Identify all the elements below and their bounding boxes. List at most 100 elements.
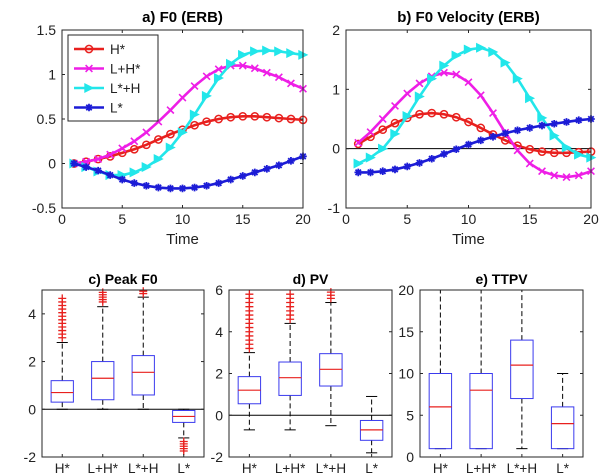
box-L*+H — [131, 287, 155, 410]
y-tick-label: 0 — [28, 401, 36, 417]
x-tick-label: L+H* — [466, 461, 497, 473]
data-point — [451, 50, 462, 61]
data-point — [549, 148, 559, 158]
plot-frame — [41, 289, 205, 458]
data-point — [366, 128, 375, 137]
data-point — [287, 157, 295, 165]
y-tick-label: 15 — [398, 324, 414, 340]
series-markers-L*+H — [353, 42, 597, 169]
data-point — [562, 173, 571, 182]
data-point — [275, 161, 283, 170]
y-tick-label: 20 — [398, 282, 414, 298]
box-iqr — [469, 373, 493, 450]
y-tick-label: 1 — [48, 67, 56, 83]
data-point — [118, 144, 127, 153]
data-point — [525, 144, 535, 154]
data-point — [106, 150, 115, 159]
panel-title: e) TTPV — [475, 271, 528, 287]
data-point — [94, 155, 103, 164]
data-point — [488, 46, 499, 57]
box-H* — [428, 289, 453, 450]
y-tick-label: 2 — [28, 354, 36, 370]
x-tick-label: H* — [55, 461, 71, 473]
data-point — [286, 48, 297, 59]
data-point — [238, 111, 248, 121]
series-markers-L* — [70, 152, 307, 193]
y-tick-label: 0 — [406, 449, 414, 465]
box-L+H* — [278, 290, 302, 431]
data-point — [190, 82, 199, 91]
data-point — [177, 127, 188, 138]
box-H* — [237, 290, 262, 431]
x-tick-label: 5 — [403, 211, 411, 227]
data-point — [82, 163, 90, 171]
data-point — [500, 57, 511, 68]
y-tick-label: 1 — [332, 81, 340, 97]
data-point — [525, 159, 534, 168]
legend-marker — [84, 82, 95, 94]
data-point — [452, 145, 461, 154]
data-point — [513, 146, 522, 155]
data-point — [130, 179, 139, 187]
data-point — [286, 79, 295, 88]
data-point — [402, 111, 413, 122]
outlier — [139, 287, 148, 296]
x-tick-label: L* — [365, 461, 379, 473]
data-point — [440, 68, 448, 77]
x-tick-label: L* — [177, 461, 191, 473]
box-L* — [359, 395, 384, 454]
outlier — [326, 288, 335, 297]
data-point — [439, 60, 450, 71]
legend-label: L* — [110, 101, 124, 116]
data-point — [390, 118, 400, 128]
data-point — [274, 46, 285, 57]
panel-c: H* L+H* L*+H L* -2 0 2 4 c) Peak F0 — [24, 271, 205, 473]
legend: H* L+H* L*+H L* — [67, 34, 159, 122]
y-tick-label: 0 — [48, 156, 56, 172]
data-point — [166, 184, 175, 193]
y-tick-label: 4 — [215, 324, 223, 340]
box-iqr — [428, 373, 453, 450]
data-point — [251, 168, 259, 177]
plot-frame — [228, 289, 393, 458]
series-markers-L* — [354, 115, 595, 177]
data-point — [537, 112, 548, 123]
box-iqr — [278, 361, 302, 396]
data-point — [415, 109, 424, 119]
x-tick-label: L*+H — [128, 461, 158, 473]
data-point — [427, 154, 436, 163]
data-point — [142, 181, 151, 190]
series-line-L*+H — [357, 46, 592, 165]
data-point — [141, 162, 152, 173]
data-point — [118, 175, 127, 184]
data-point — [538, 167, 546, 176]
series-markers-H* — [353, 108, 596, 158]
data-point — [202, 117, 211, 127]
data-point — [178, 184, 187, 193]
panel-title: c) Peak F0 — [88, 271, 157, 287]
data-point — [142, 128, 151, 137]
y-tick-label: 0.5 — [37, 111, 57, 127]
x-tick-label: 10 — [175, 211, 191, 227]
outlier — [58, 294, 67, 303]
box-L+H* — [91, 288, 115, 410]
data-point — [263, 165, 271, 173]
data-point — [464, 117, 473, 127]
x-tick-label: 5 — [118, 211, 126, 227]
data-point — [390, 128, 401, 139]
data-point — [262, 68, 271, 77]
data-point — [550, 119, 559, 128]
data-point — [476, 123, 486, 133]
data-point — [489, 109, 497, 118]
outlier — [286, 290, 295, 299]
legend-marker — [85, 64, 93, 73]
data-point — [238, 49, 249, 60]
data-point — [274, 113, 284, 123]
data-point — [262, 112, 272, 122]
y-tick-label: 2 — [332, 22, 340, 38]
data-point — [70, 159, 78, 168]
data-point — [238, 61, 247, 70]
data-point — [574, 149, 585, 160]
data-point — [561, 142, 572, 153]
legend-marker — [85, 103, 93, 112]
